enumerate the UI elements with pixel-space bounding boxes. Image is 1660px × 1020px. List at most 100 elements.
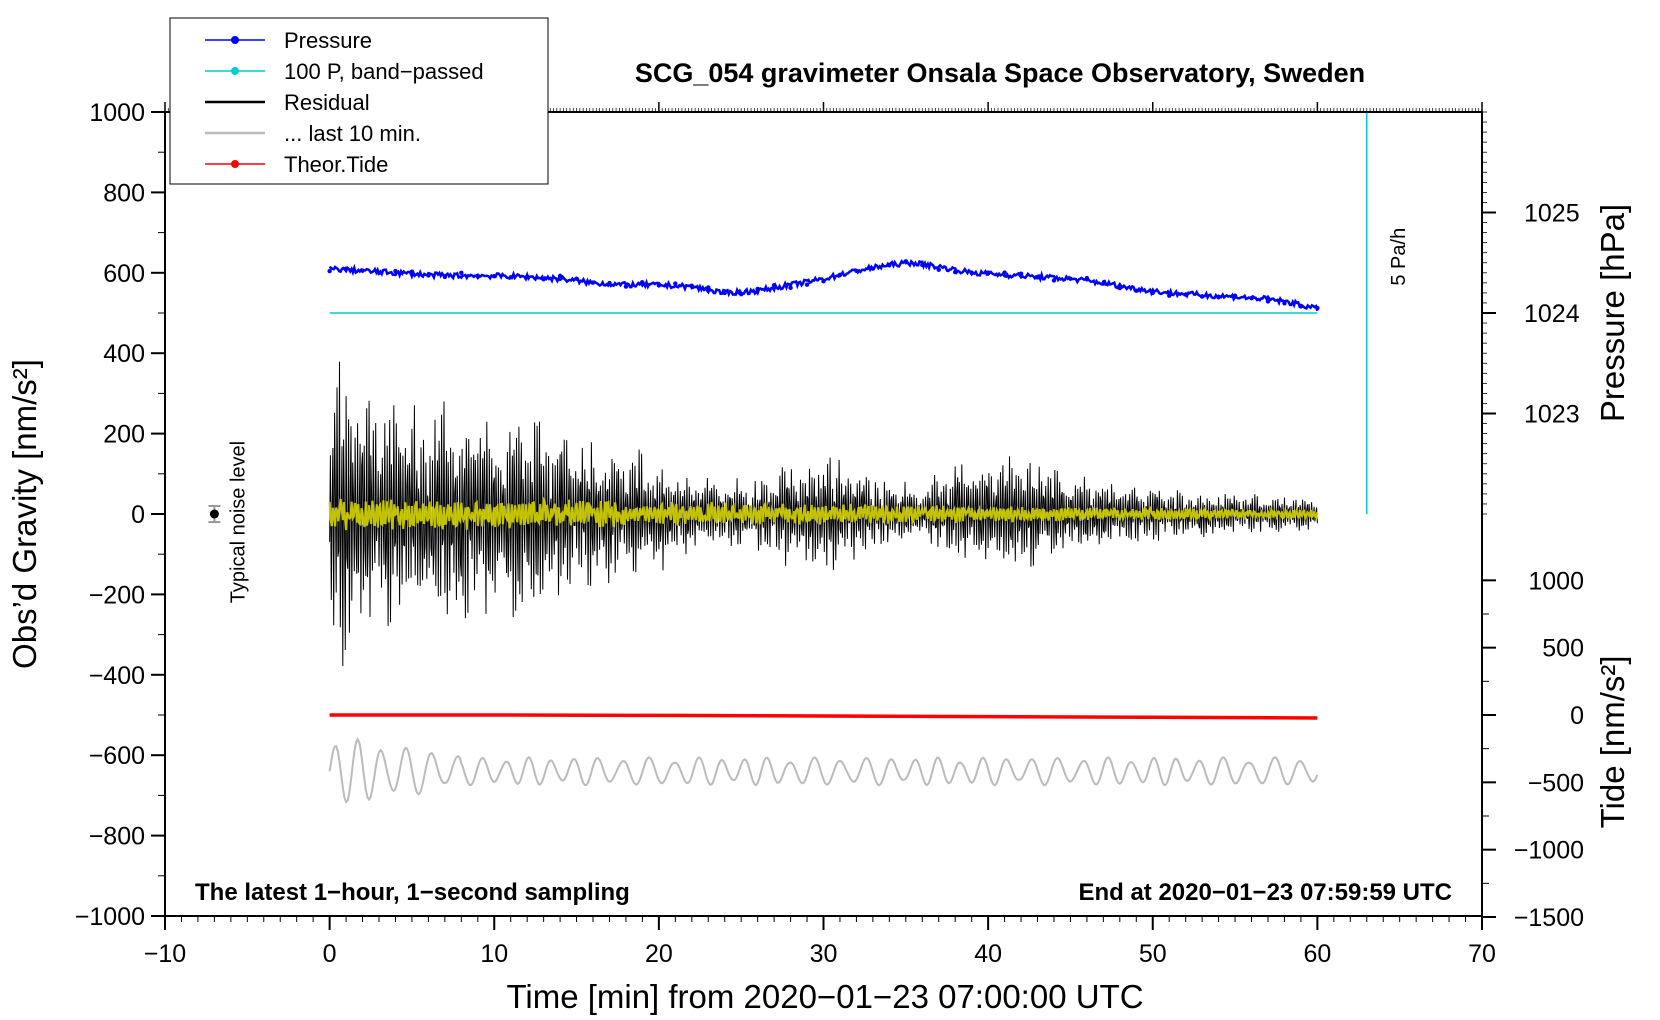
pressure-point bbox=[492, 273, 497, 279]
pressure-point bbox=[1117, 285, 1123, 291]
scale-bar-label: 5 Pa/h bbox=[1388, 228, 1410, 286]
pressure-point bbox=[607, 280, 612, 286]
plot-layer bbox=[208, 112, 1368, 804]
pressure-tick-label: 1024 bbox=[1524, 300, 1580, 328]
pressure-point bbox=[920, 262, 925, 268]
pressure-point bbox=[1068, 276, 1073, 281]
y-axis-title-pressure: Pressure [hPa] bbox=[1594, 204, 1631, 422]
pressure-point bbox=[1315, 305, 1320, 311]
pressure-point bbox=[936, 267, 941, 272]
legend-marker bbox=[231, 160, 239, 168]
y-tick-label: 600 bbox=[103, 260, 145, 288]
noise-point bbox=[209, 509, 219, 519]
y-tick-label: −200 bbox=[89, 581, 145, 609]
pressure-point bbox=[1035, 275, 1040, 280]
tide-tick-label: 500 bbox=[1542, 635, 1584, 663]
pressure-point bbox=[969, 270, 974, 275]
pressure-point bbox=[508, 275, 513, 280]
pressure-point bbox=[426, 273, 431, 278]
noise-level-label: Typical noise level bbox=[227, 441, 249, 603]
pressure-point bbox=[887, 263, 892, 268]
tide-tick-label: −1000 bbox=[1514, 837, 1584, 865]
pressure-point bbox=[376, 270, 382, 276]
series-residual-line bbox=[329, 361, 1318, 667]
tide-tick-label: −1500 bbox=[1514, 904, 1584, 932]
pressure-point bbox=[1134, 288, 1139, 293]
pressure-point bbox=[738, 291, 744, 297]
x-tick-label: 60 bbox=[1303, 940, 1331, 968]
pressure-point bbox=[755, 286, 760, 292]
y-axis-title-tide: Tide [nm/s²] bbox=[1594, 655, 1631, 828]
pressure-tick-label: 1025 bbox=[1524, 200, 1580, 228]
legend: Pressure 100 P, band−passed Residual ... la… bbox=[169, 17, 549, 185]
pressure-point bbox=[557, 273, 563, 279]
pressure-point bbox=[574, 276, 579, 281]
series-tide-line bbox=[329, 713, 1318, 720]
pressure-point bbox=[870, 266, 876, 271]
pressure-point bbox=[1282, 301, 1287, 306]
legend-marker bbox=[231, 67, 239, 75]
pressure-point bbox=[837, 272, 843, 277]
legend-label: Theor.Tide bbox=[284, 152, 388, 177]
pressure-point bbox=[722, 290, 727, 296]
x-tick-label: 10 bbox=[480, 940, 508, 968]
tide-tick-label: 1000 bbox=[1528, 567, 1584, 595]
pressure-point bbox=[689, 283, 694, 288]
pressure-point bbox=[656, 283, 662, 288]
pressure-point bbox=[623, 284, 629, 289]
legend-label: 100 P, band−passed bbox=[284, 59, 484, 84]
pressure-point bbox=[327, 268, 332, 274]
pressure-point bbox=[1216, 295, 1221, 300]
series-yellow-band bbox=[328, 495, 1319, 531]
pressure-point bbox=[541, 277, 546, 282]
pressure-point bbox=[1249, 295, 1254, 301]
note-sampling: The latest 1−hour, 1−second sampling bbox=[195, 879, 630, 906]
pressure-point bbox=[640, 280, 645, 285]
pressure-point bbox=[360, 268, 365, 273]
pressure-point bbox=[771, 282, 777, 288]
x-axis-title: Time [min] from 2020−01−23 07:00:00 UTC bbox=[506, 978, 1143, 1015]
legend-marker bbox=[231, 36, 239, 44]
pressure-point bbox=[343, 266, 349, 271]
pressure-point bbox=[1002, 270, 1007, 275]
pressure-point bbox=[706, 285, 711, 290]
pressure-point bbox=[459, 270, 464, 276]
pressure-point bbox=[1183, 292, 1188, 297]
pressure-point bbox=[393, 268, 398, 274]
pressure-point bbox=[673, 281, 678, 286]
chart-title: SCG_054 gravimeter Onsala Space Observat… bbox=[635, 58, 1365, 88]
x-tick-label: 40 bbox=[974, 940, 1002, 968]
pressure-point bbox=[1018, 271, 1024, 276]
y-tick-label: −400 bbox=[89, 662, 145, 690]
pressure-point bbox=[1265, 299, 1271, 304]
legend-label: Residual bbox=[284, 90, 370, 115]
y-tick-label: 1000 bbox=[89, 99, 145, 127]
pressure-point bbox=[1167, 293, 1172, 298]
y-tick-label: 200 bbox=[103, 421, 145, 449]
pressure-point bbox=[1199, 294, 1205, 299]
x-tick-label: 30 bbox=[810, 940, 838, 968]
pressure-point bbox=[590, 280, 596, 285]
x-tick-label: 20 bbox=[645, 940, 673, 968]
y-tick-label: −1000 bbox=[75, 903, 145, 931]
note-end-time: End at 2020−01−23 07:59:59 UTC bbox=[1078, 879, 1452, 906]
y-tick-label: 0 bbox=[131, 501, 145, 529]
x-tick-label: 50 bbox=[1139, 940, 1167, 968]
pressure-tick-label: 1023 bbox=[1524, 401, 1580, 429]
pressure-point bbox=[475, 273, 480, 278]
tide-tick-label: 0 bbox=[1570, 702, 1584, 730]
pressure-point bbox=[1150, 290, 1155, 295]
pressure-point bbox=[953, 269, 958, 275]
y-tick-label: −800 bbox=[89, 823, 145, 851]
pressure-point bbox=[804, 282, 810, 287]
y-axis-title-gravity: Obs’d Gravity [nm/s²] bbox=[6, 359, 43, 669]
pressure-point bbox=[1101, 281, 1106, 286]
pressure-point bbox=[1232, 293, 1238, 298]
pressure-point bbox=[821, 279, 826, 284]
legend-label: ... last 10 min. bbox=[284, 121, 421, 146]
pressure-point bbox=[788, 285, 793, 291]
y-tick-label: 800 bbox=[103, 179, 145, 207]
x-tick-label: 0 bbox=[323, 940, 337, 968]
y-tick-label: −600 bbox=[89, 742, 145, 770]
